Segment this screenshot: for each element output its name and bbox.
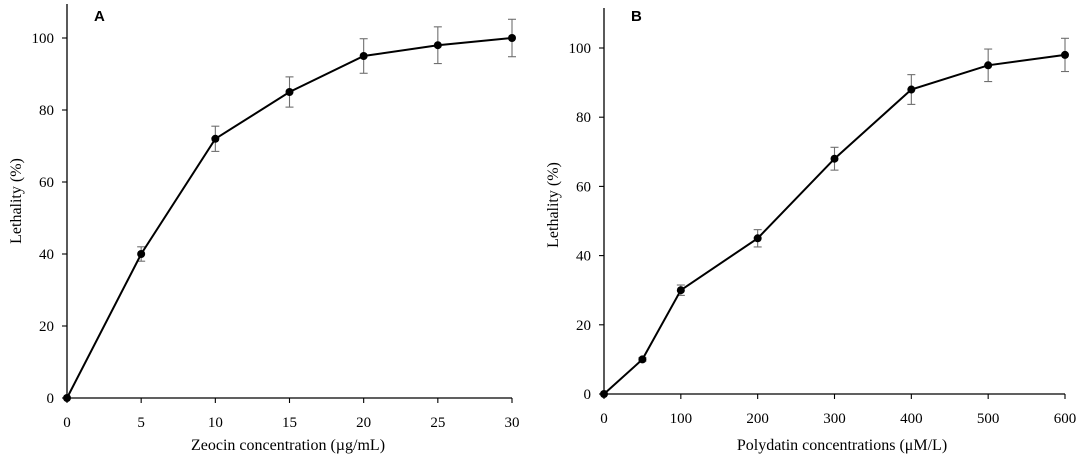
chart-1-x-axis-title: Zeocin concentration (µg/mL): [191, 437, 385, 454]
chart-2-data-point: [676, 286, 685, 295]
chart-1-y-tick-label: 20: [39, 319, 54, 335]
chart-2-data-point: [907, 85, 916, 94]
chart-2-x-tick-label: 0: [600, 411, 608, 427]
chart-2-data-point: [753, 234, 762, 243]
chart-2: 0 20 40 60 80 100 0 100 200 300 400 500 600 Lethality…: [545, 8, 1076, 454]
chart-2-data-point: [830, 154, 839, 163]
chart-1-data-point: [137, 250, 146, 258]
chart-1-x-tick-label: 20: [356, 415, 371, 431]
chart-2-x-tick-label: 500: [977, 411, 1000, 427]
chart-2-x-tick-label: 300: [823, 411, 846, 427]
chart-1-x-tick-label: 10: [208, 415, 223, 431]
chart-2-series-line: [603, 53, 1066, 395]
chart-1-y-tick-label: 60: [39, 175, 54, 191]
chart-2-y-tick-label: 40: [576, 249, 591, 265]
chart-2-x-tick-label: 200: [746, 411, 769, 427]
chart-2-y-tick-label: 80: [576, 110, 591, 126]
chart-2-x-tick-label: 600: [1054, 411, 1077, 427]
chart-1-y-tick-label: 0: [47, 391, 55, 407]
chart-1-data-point: [63, 394, 71, 402]
chart-1-panel-label: A: [94, 8, 105, 25]
chart-1-data-point: [433, 41, 442, 50]
chart-2-data-point: [984, 61, 993, 70]
chart-1-data-point: [508, 34, 516, 42]
chart-1-x-tick-label: 5: [137, 415, 145, 431]
chart-1-data-point: [359, 52, 368, 60]
chart-1-x-tick-label: 15: [282, 415, 297, 431]
chart-2-y-tick-label: 100: [569, 41, 592, 57]
chart-2-x-tick-label: 400: [900, 411, 923, 427]
chart-1-y-tick-label: 80: [39, 103, 54, 119]
chart-2-panel-label: B: [631, 8, 642, 25]
chart-2-y-axis-title: Lethality (%): [545, 162, 562, 248]
chart-1-y-tick-label: 100: [32, 31, 55, 47]
chart-2-y-tick-label: 20: [576, 318, 591, 334]
chart-2-x-tick-label: 100: [670, 411, 693, 427]
chart-2-data-point: [600, 390, 608, 398]
chart-1-x-tick-label: 30: [505, 415, 520, 431]
chart-1: 0 20 40 60 80 100 0 5 10 15 20 25 30 Lethality (%) Zeo…: [8, 4, 520, 454]
chart-2-x-axis-title: Polydatin concentrations (μM/L): [737, 437, 947, 454]
chart-1-y-axis-title: Lethality (%): [8, 158, 25, 244]
chart-1-y-tick-label: 40: [39, 247, 54, 263]
chart-2-y-tick-label: 60: [576, 179, 591, 195]
chart-1-data-point: [211, 134, 220, 143]
chart-1-x-tick-label: 25: [430, 415, 445, 431]
chart-2-data-point: [638, 355, 647, 364]
chart-1-x-tick-label: 0: [63, 415, 71, 431]
chart-1-data-point: [285, 88, 294, 96]
chart-2-y-tick-label: 0: [584, 387, 592, 403]
chart-2-data-point: [1061, 50, 1069, 59]
